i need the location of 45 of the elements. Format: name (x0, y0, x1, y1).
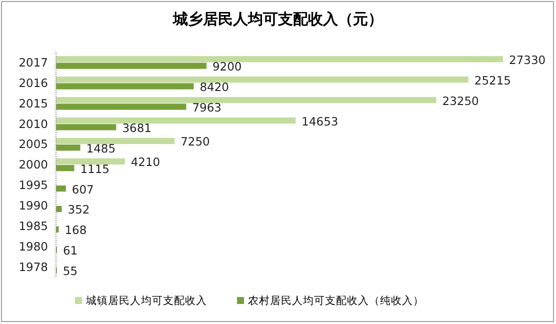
bar (56, 96, 436, 104)
bar (56, 144, 80, 151)
bar (56, 117, 296, 124)
chart-title: 城乡居民人均可支配收入（元） (172, 10, 383, 28)
bar (56, 76, 468, 83)
data-label: 61 (63, 244, 78, 258)
bar (56, 124, 116, 130)
bar (56, 83, 194, 90)
y-tick-label: 1990 (18, 198, 48, 213)
data-label: 55 (62, 264, 78, 278)
bar (56, 104, 186, 110)
bar (56, 158, 125, 164)
data-label: 8420 (200, 80, 229, 94)
data-label: 14653 (302, 114, 338, 128)
y-tick-label: 2016 (18, 76, 48, 90)
y-tick-label: 1995 (18, 178, 48, 192)
y-tick-label: 1985 (18, 219, 48, 234)
y-tick-label: 1978 (18, 260, 48, 274)
bar (56, 138, 175, 144)
data-label: 25215 (474, 73, 511, 88)
bar (56, 185, 66, 192)
y-tick-label: 2010 (18, 116, 48, 131)
legend-label: 城镇居民人均可支配收入 (85, 294, 207, 307)
y-tick-label: 2017 (18, 55, 48, 70)
legend-label: 农村居民人均可支配收入（纯收入） (248, 294, 424, 307)
bar (56, 62, 206, 69)
data-label: 352 (68, 202, 90, 217)
y-tick-label: 1980 (18, 239, 48, 254)
y-tick-label: 2015 (18, 96, 48, 110)
data-label: 3681 (122, 120, 152, 135)
data-label: 23250 (442, 94, 479, 108)
data-label: 1485 (86, 141, 116, 156)
y-tick-label: 2000 (18, 158, 48, 172)
y-tick-label: 2005 (18, 137, 48, 152)
data-label: 607 (72, 182, 94, 196)
data-label: 9200 (212, 60, 242, 74)
data-label: 7250 (180, 134, 210, 149)
data-label: 168 (64, 223, 87, 238)
data-label: 7963 (192, 100, 222, 114)
bar (56, 206, 62, 212)
data-label: 27330 (509, 52, 546, 67)
data-label: 4210 (130, 155, 160, 170)
bar (56, 165, 74, 172)
bar (56, 56, 503, 62)
data-label: 1115 (80, 162, 110, 176)
